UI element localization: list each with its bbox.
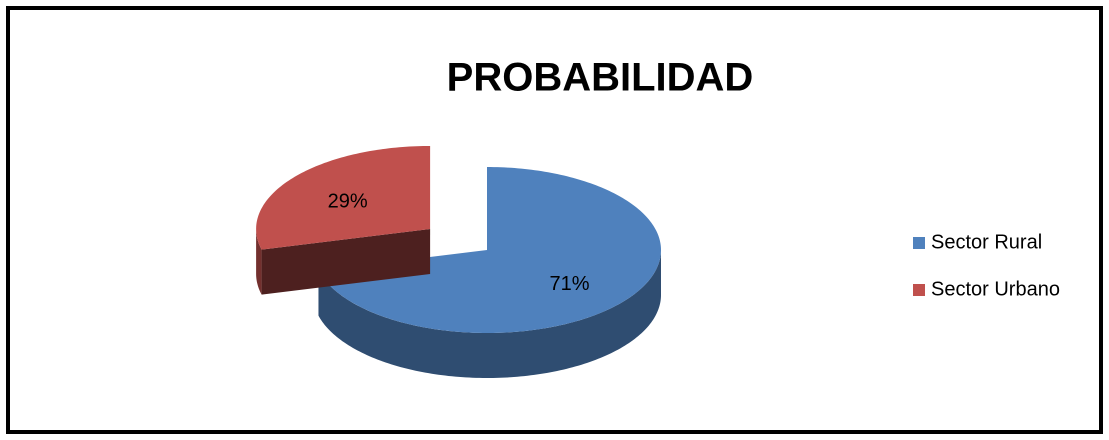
data-label: 71% <box>549 273 589 295</box>
slice-rim <box>256 228 262 295</box>
legend-swatch <box>913 284 925 296</box>
slice-side <box>261 228 431 295</box>
slice <box>318 167 661 333</box>
legend-label: Sector Urbano <box>931 278 1060 300</box>
slice-rim <box>318 250 661 378</box>
legend-swatch <box>913 237 925 249</box>
data-label: 29% <box>328 191 368 213</box>
chart-title: PROBABILIDAD <box>447 56 754 100</box>
legend-label: Sector Rural <box>931 231 1042 253</box>
slice <box>256 145 431 250</box>
